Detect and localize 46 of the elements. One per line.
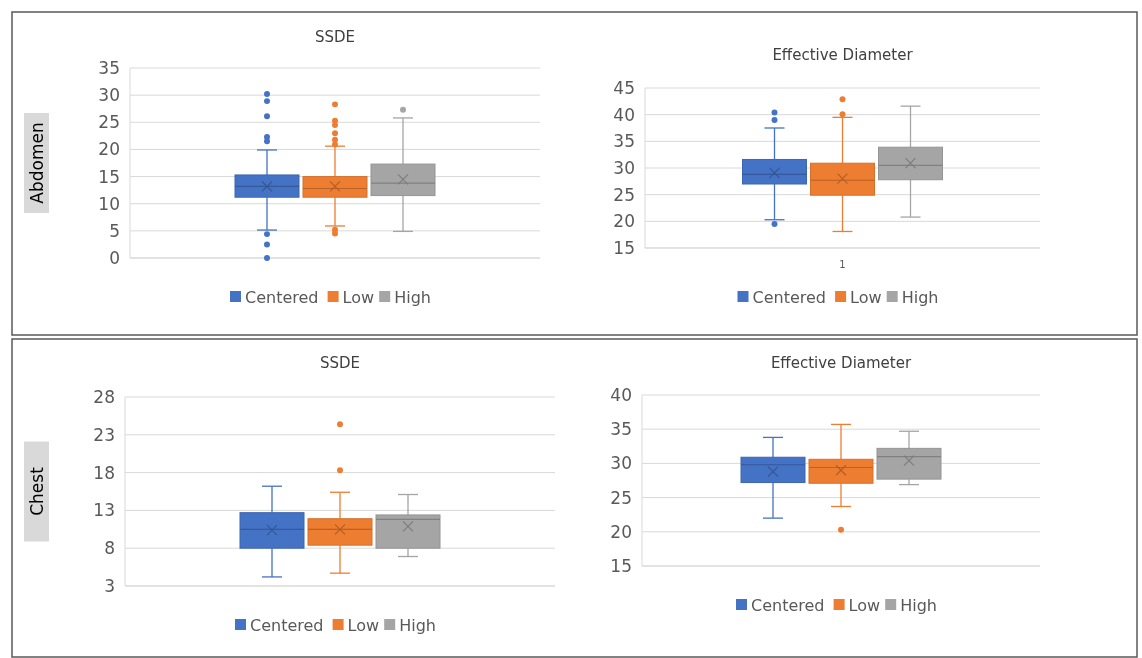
- y-tick-label: 15: [613, 237, 635, 258]
- legend-label: Low: [342, 287, 375, 307]
- chart-title: SSDE: [314, 28, 356, 46]
- y-tick-label: 3: [104, 575, 115, 596]
- y-tick-label: 25: [613, 184, 635, 205]
- y-tick-label: 35: [98, 57, 120, 78]
- chart-title: Effective Diameter: [772, 46, 914, 64]
- legend-label: Centered: [250, 615, 324, 635]
- y-tick-label: 35: [610, 419, 632, 440]
- legend-label: Centered: [245, 287, 319, 307]
- chart-title: SSDE: [319, 354, 361, 372]
- y-axis-title: Abdomen: [27, 122, 47, 204]
- y-tick-label: 35: [613, 131, 635, 152]
- legend-label: High: [900, 595, 937, 615]
- chart-title: Effective Diameter: [770, 354, 912, 372]
- x-tick-label: 1: [839, 259, 846, 270]
- y-tick-label: 30: [610, 453, 632, 474]
- y-tick-label: 18: [93, 462, 115, 483]
- y-tick-label: 8: [104, 538, 115, 559]
- y-tick-label: 15: [98, 166, 120, 187]
- y-axis-title: Chest: [27, 466, 47, 516]
- y-tick-label: 20: [98, 139, 120, 160]
- legend-label: Low: [347, 615, 380, 635]
- y-tick-label: 10: [98, 193, 120, 214]
- y-tick-label: 20: [613, 211, 635, 232]
- y-tick-label: 5: [109, 220, 120, 241]
- legend-label: High: [901, 287, 939, 307]
- y-tick-label: 15: [610, 555, 632, 576]
- y-tick-label: 25: [98, 112, 120, 133]
- y-tick-label: 45: [613, 77, 635, 98]
- y-tick-label: 40: [613, 104, 635, 125]
- y-tick-label: 23: [93, 424, 115, 445]
- legend-label: High: [394, 287, 431, 307]
- legend-label: Centered: [752, 287, 826, 307]
- y-tick-label: 30: [98, 85, 120, 106]
- y-tick-label: 40: [610, 384, 632, 405]
- y-tick-label: 28: [93, 386, 115, 407]
- y-tick-label: 30: [613, 157, 635, 178]
- legend-label: Centered: [751, 595, 825, 615]
- legend-label: High: [399, 615, 436, 635]
- y-tick-label: 0: [109, 247, 120, 268]
- legend-label: Low: [848, 595, 881, 615]
- y-tick-label: 13: [93, 500, 115, 521]
- y-tick-label: 20: [610, 521, 632, 542]
- legend-label: Low: [850, 287, 882, 307]
- y-tick-label: 25: [610, 487, 632, 508]
